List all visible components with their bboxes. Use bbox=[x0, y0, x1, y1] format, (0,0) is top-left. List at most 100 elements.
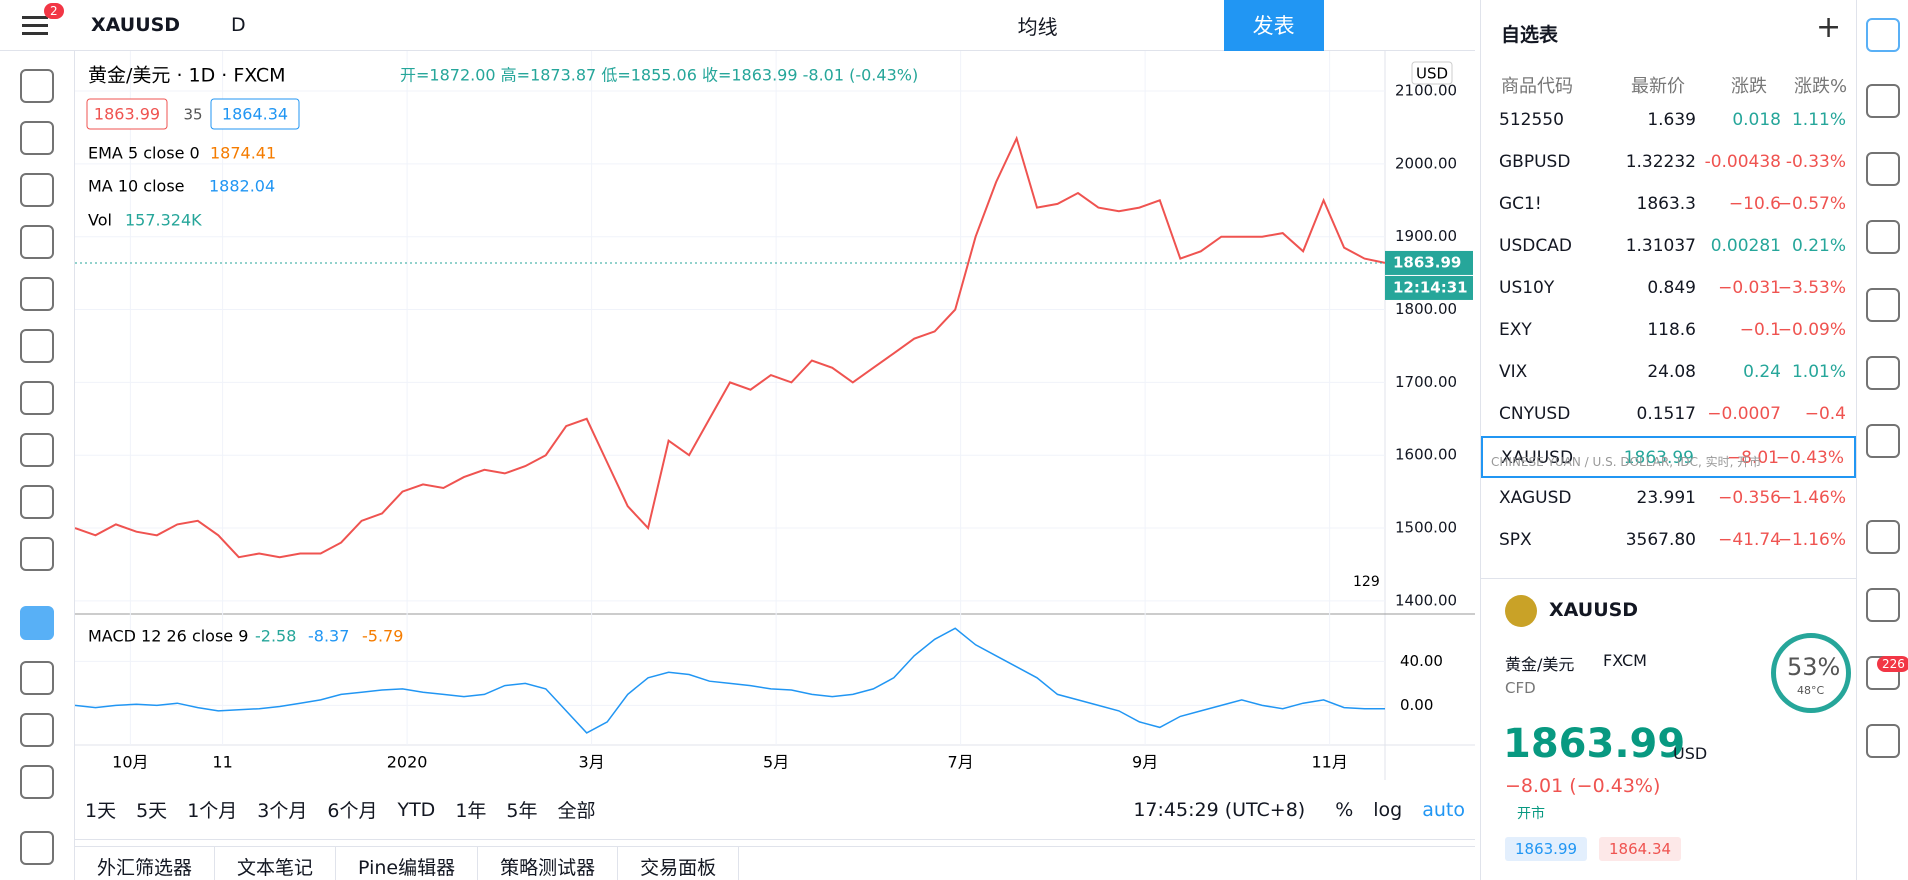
tool[interactable] bbox=[20, 69, 54, 103]
side-icon[interactable] bbox=[1866, 288, 1900, 322]
side-icon[interactable] bbox=[1866, 84, 1900, 118]
tool[interactable] bbox=[20, 121, 54, 155]
watchlist-row[interactable]: CNYUSD 0.1517 −0.0007 −0.4 bbox=[1481, 394, 1856, 436]
detail-bid: 1863.99 bbox=[1505, 837, 1588, 861]
y-tick-label: 1500.00 bbox=[1395, 519, 1457, 537]
symbol[interactable]: XAUUSD bbox=[91, 14, 181, 36]
publish-button[interactable]: 发表 bbox=[1223, 0, 1324, 51]
side-icon[interactable] bbox=[1866, 424, 1900, 458]
row-change-pct: −1.16% bbox=[1777, 530, 1846, 550]
left-toolbar bbox=[0, 51, 75, 880]
tool[interactable] bbox=[20, 713, 54, 747]
watchlist-row[interactable]: US10Y 0.849 −0.031 −3.53% bbox=[1481, 268, 1856, 310]
ma: MA 10 close bbox=[88, 177, 185, 196]
tool[interactable] bbox=[20, 485, 54, 519]
watchlist-panel: 自选表 + 商品代码 最新价 涨跌 涨跌% 512550 1.639 0.018 1.11%… bbox=[1480, 0, 1856, 880]
tab[interactable]: 策略测试器 bbox=[478, 847, 619, 880]
row-change-pct: -0.33% bbox=[1785, 152, 1846, 172]
y-tick-label: 2100.00 bbox=[1395, 82, 1457, 100]
indicators[interactable]: 均线 bbox=[1017, 14, 1058, 39]
tool[interactable] bbox=[20, 831, 54, 865]
bottom-tabs: 外汇筛选器 文本笔记 Pine编辑器 策略测试器 交易面板 bbox=[75, 846, 1475, 880]
range-button[interactable]: 1个月 bbox=[187, 800, 238, 822]
tab[interactable]: 外汇筛选器 bbox=[75, 847, 216, 880]
tool[interactable] bbox=[20, 661, 54, 695]
row-last: 1863.3 bbox=[1636, 194, 1696, 214]
bid-box bbox=[86, 98, 168, 130]
range-button[interactable]: 5天 bbox=[136, 800, 168, 822]
scale-option[interactable]: log bbox=[1373, 798, 1403, 821]
watchlist-row[interactable]: 512550 1.639 0.018 1.11% bbox=[1481, 100, 1856, 142]
legend: 黄金/美元 · 1D · FXCM 开=1872.00 高=1873.87 低=… bbox=[86, 65, 1380, 646]
side-icon[interactable] bbox=[1866, 220, 1900, 254]
y-tick-label: 1600.00 bbox=[1395, 446, 1457, 464]
watchlist-row[interactable]: VIX 24.08 0.24 1.01% bbox=[1481, 352, 1856, 394]
menu[interactable]: 2 bbox=[0, 0, 75, 51]
watchlist-row[interactable]: XAGUSD 23.991 −0.356 −1.46% bbox=[1481, 478, 1856, 520]
badge: 226 bbox=[1877, 656, 1908, 672]
detail-status: 开市 bbox=[1517, 806, 1545, 822]
side-icon[interactable] bbox=[1866, 724, 1900, 758]
x-tick-label: 10月 bbox=[112, 753, 148, 772]
row-symbol: 512550 bbox=[1499, 110, 1564, 130]
range-button[interactable]: 1天 bbox=[85, 800, 117, 822]
range-button[interactable]: 全部 bbox=[557, 800, 596, 822]
watchlist-row[interactable]: SPX 3567.80 −41.74 −1.16% bbox=[1481, 520, 1856, 562]
range-button[interactable]: 1年 bbox=[455, 800, 487, 822]
range-button[interactable]: YTD bbox=[397, 798, 436, 821]
tool[interactable] bbox=[20, 765, 54, 799]
side-icon[interactable] bbox=[1866, 520, 1900, 554]
detail-name: 黄金/美元 bbox=[1505, 655, 1575, 674]
right-sidebar: 226 bbox=[1856, 0, 1908, 880]
tool[interactable] bbox=[20, 433, 54, 467]
side-icon[interactable] bbox=[1866, 588, 1900, 622]
countdown-box bbox=[1385, 275, 1473, 300]
y-tick-label: 1700.00 bbox=[1395, 373, 1457, 391]
range-button[interactable]: 5年 bbox=[506, 800, 538, 822]
scale-option[interactable]: % bbox=[1335, 798, 1354, 821]
add-button[interactable]: + bbox=[1816, 10, 1842, 45]
side-icon[interactable] bbox=[1866, 356, 1900, 390]
range-button[interactable]: 3个月 bbox=[257, 800, 308, 822]
watchlist-title[interactable]: 自选表 bbox=[1501, 24, 1559, 46]
symbol-name: 黄金/美元 · 1D · FXCM bbox=[88, 65, 286, 87]
watchlist-row[interactable]: XAUUSD 1863.99 −8.01 −0.43% bbox=[1481, 436, 1856, 478]
watchlist-row[interactable]: EXY 118.6 −0.1 −0.09% bbox=[1481, 310, 1856, 352]
tab[interactable]: 交易面板 bbox=[618, 847, 740, 880]
price-line bbox=[75, 135, 1386, 559]
row-last: 3567.80 bbox=[1625, 530, 1696, 550]
row-symbol: GC1! bbox=[1499, 194, 1542, 214]
row-change: −0.1 bbox=[1739, 320, 1781, 340]
x-tick-label: 2020 bbox=[387, 753, 428, 772]
tab[interactable]: Pine编辑器 bbox=[336, 847, 479, 880]
magnet[interactable] bbox=[20, 606, 54, 640]
side-icon[interactable] bbox=[1866, 152, 1900, 186]
tool[interactable] bbox=[20, 329, 54, 363]
macd-v3: -5.79 bbox=[362, 627, 403, 646]
tool[interactable] bbox=[20, 173, 54, 207]
tab[interactable]: 文本笔记 bbox=[215, 847, 337, 880]
range-button[interactable]: 6个月 bbox=[327, 800, 378, 822]
detail-price: 1863.99 bbox=[1503, 721, 1686, 767]
row-symbol: XAGUSD bbox=[1499, 488, 1572, 508]
detail-currency: USD bbox=[1673, 744, 1708, 763]
macd: MACD 12 26 close 9 bbox=[88, 627, 248, 646]
watchlist-row[interactable]: GC1! 1863.3 −10.6 −0.57% bbox=[1481, 184, 1856, 226]
tool[interactable] bbox=[20, 225, 54, 259]
column-header: 最新价 bbox=[1631, 76, 1685, 97]
side-icon[interactable] bbox=[1866, 18, 1900, 52]
vol-value: 157.324K bbox=[125, 211, 202, 230]
row-last: 1863.99 bbox=[1623, 448, 1694, 468]
tool[interactable] bbox=[20, 537, 54, 571]
watchlist-row[interactable]: GBPUSD 1.32232 -0.00438 -0.33% bbox=[1481, 142, 1856, 184]
row-last: 1.31037 bbox=[1625, 236, 1696, 256]
tool[interactable] bbox=[20, 277, 54, 311]
row-change: 0.24 bbox=[1743, 362, 1781, 382]
interval[interactable]: D bbox=[231, 14, 246, 36]
row-change: 0.018 bbox=[1732, 110, 1781, 130]
tool[interactable] bbox=[20, 381, 54, 415]
row-last: 0.849 bbox=[1647, 278, 1696, 298]
scale-option[interactable]: auto bbox=[1422, 798, 1465, 821]
watchlist-row[interactable]: USDCAD 1.31037 0.00281 0.21% bbox=[1481, 226, 1856, 268]
